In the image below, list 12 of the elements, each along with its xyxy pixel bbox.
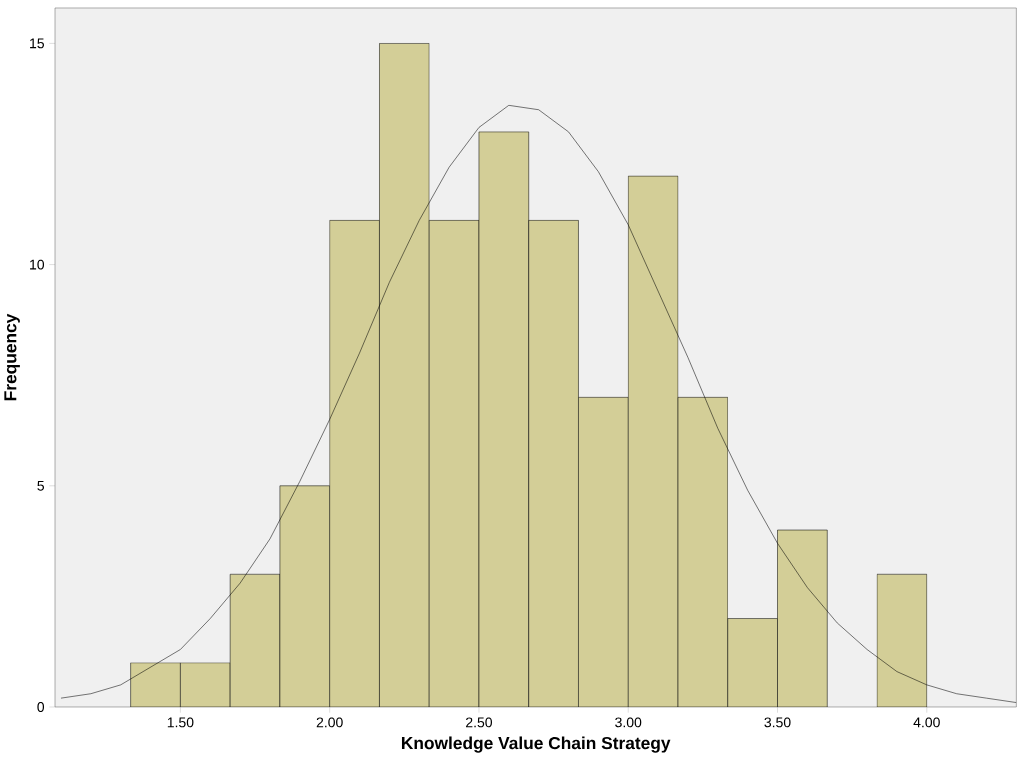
x-axis-title: Knowledge Value Chain Strategy xyxy=(401,736,671,753)
x-tick-label: 3.50 xyxy=(764,717,791,728)
y-tick-label: 15 xyxy=(30,38,45,49)
y-tick-label: 5 xyxy=(37,480,45,491)
y-tick-label: 0 xyxy=(37,702,45,712)
x-tick-label: 1.50 xyxy=(167,717,194,728)
x-tick-label: 4.00 xyxy=(913,717,940,728)
y-tick-label: 10 xyxy=(30,259,45,270)
x-tick-label: 3.00 xyxy=(615,717,642,728)
x-tick-label: 2.00 xyxy=(316,717,343,728)
x-tick-label: 2.50 xyxy=(466,717,493,728)
y-axis-title: Frequency xyxy=(4,313,20,401)
